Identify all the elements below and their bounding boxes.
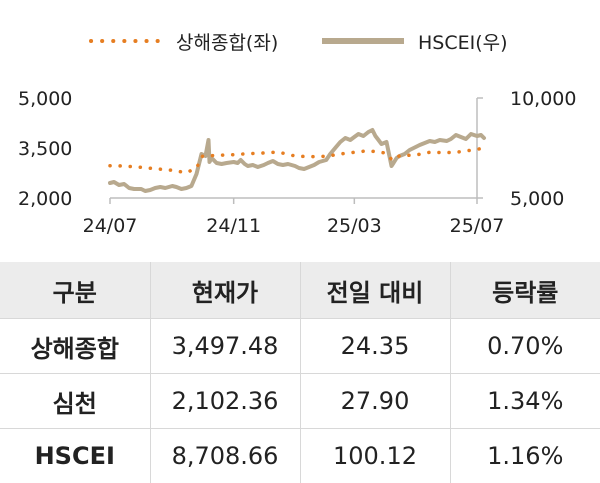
left-axis-tick-label: 2,000 xyxy=(18,188,72,210)
chart-legend: 상해종합(좌) HSCEI(우) xyxy=(0,24,600,58)
row-name: 심천 xyxy=(0,374,150,429)
left-axis-tick-label: 5,000 xyxy=(18,88,72,110)
legend-label-hscei: HSCEI(우) xyxy=(418,28,508,55)
chart-series-layer xyxy=(110,130,484,191)
table-row: 상해종합 3,497.48 24.35 0.70% xyxy=(0,319,600,374)
legend-dotted-line-swatch xyxy=(88,35,166,47)
x-axis-tick-label: 25/03 xyxy=(327,215,382,237)
header-change-rate: 등락률 xyxy=(450,262,600,319)
legend-label-shanghai: 상해종합(좌) xyxy=(176,28,278,55)
header-category: 구분 xyxy=(0,262,150,319)
row-name: HSCEI xyxy=(0,429,150,483)
table-row: 심천 2,102.36 27.90 1.34% xyxy=(0,374,600,429)
row-current-price: 8,708.66 xyxy=(150,429,300,483)
line-chart: 5,000 3,500 2,000 10,000 5,000 24/07 24/11 25/0… xyxy=(0,78,600,248)
series-line-hscei xyxy=(110,130,484,191)
row-change: 24.35 xyxy=(300,319,450,374)
header-current-price: 현재가 xyxy=(150,262,300,319)
row-change-rate: 1.16% xyxy=(450,429,600,483)
row-name: 상해종합 xyxy=(0,319,150,374)
table-header-row: 구분 현재가 전일 대비 등락률 xyxy=(0,262,600,319)
x-axis-tick-label: 24/11 xyxy=(206,215,261,237)
row-current-price: 3,497.48 xyxy=(150,319,300,374)
row-change: 27.90 xyxy=(300,374,450,429)
index-summary-table: 구분 현재가 전일 대비 등락률 상해종합 3,497.48 24.35 0.7… xyxy=(0,262,600,483)
right-axis-tick-label: 5,000 xyxy=(510,188,564,210)
row-change-rate: 1.34% xyxy=(450,374,600,429)
table-row: HSCEI 8,708.66 100.12 1.16% xyxy=(0,429,600,483)
right-axis-tick-label: 10,000 xyxy=(510,88,576,110)
chart-tick-labels: 5,000 3,500 2,000 10,000 5,000 24/07 24/11 25/0… xyxy=(18,88,576,237)
row-change-rate: 0.70% xyxy=(450,319,600,374)
left-axis-tick-label: 3,500 xyxy=(18,138,72,160)
legend-item-hscei: HSCEI(우) xyxy=(320,24,508,58)
x-axis-tick-label: 24/07 xyxy=(83,215,138,237)
header-change: 전일 대비 xyxy=(300,262,450,319)
x-axis-tick-label: 25/07 xyxy=(450,215,505,237)
legend-solid-line-swatch xyxy=(320,35,406,47)
row-current-price: 2,102.36 xyxy=(150,374,300,429)
legend-item-shanghai: 상해종합(좌) xyxy=(88,24,278,58)
row-change: 100.12 xyxy=(300,429,450,483)
